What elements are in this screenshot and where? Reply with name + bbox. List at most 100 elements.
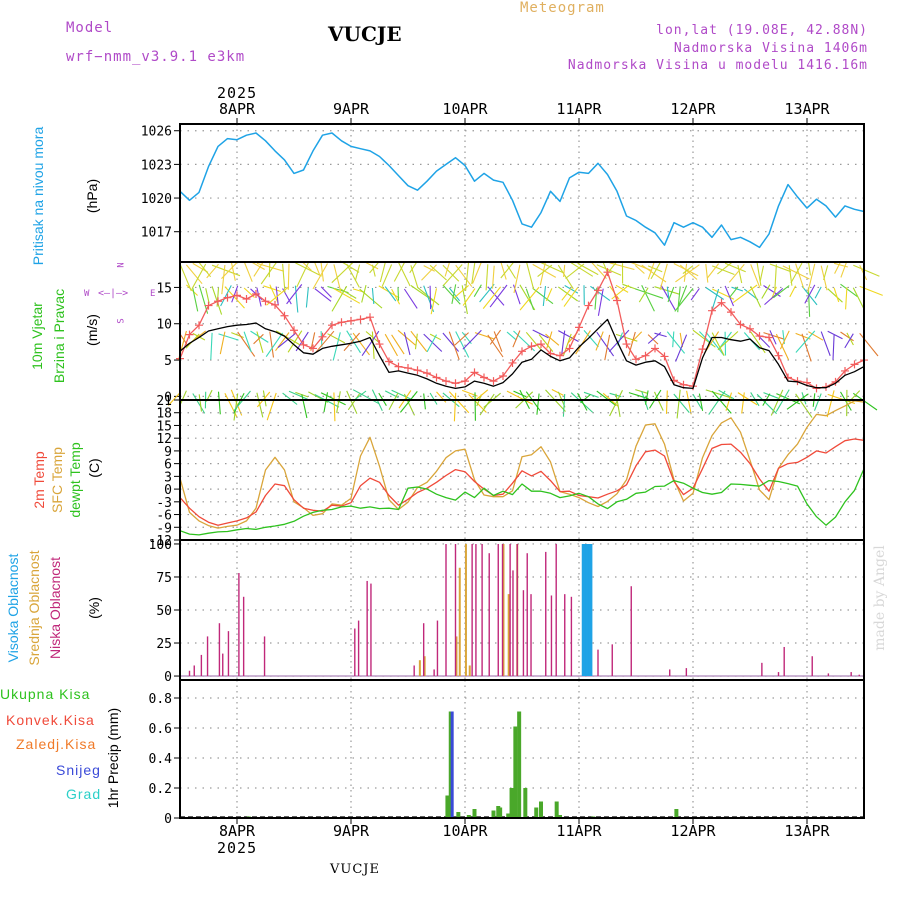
wind-arrow: [583, 391, 599, 398]
wind-arrow: [233, 393, 239, 421]
wind-arrow: [391, 334, 405, 355]
wind-arrow: [575, 330, 591, 355]
compass-west: W: [84, 289, 90, 299]
wind-arrow: [231, 285, 239, 303]
wind-arrow: [219, 331, 226, 355]
wind-arrow: [823, 265, 829, 281]
wind-arrow: [737, 392, 758, 406]
y-tick-label: 15: [156, 281, 172, 296]
wind-arrow: [834, 261, 841, 274]
precip-total-bar: [513, 726, 518, 818]
wind-arrow: [750, 264, 761, 289]
pressure-line: [179, 132, 865, 249]
wind-arrow: [500, 262, 514, 279]
y-tick-label: 1020: [141, 192, 172, 207]
wind-gust-marker: [404, 364, 412, 373]
wind-arrow: [506, 331, 517, 341]
wind-arrow: [512, 330, 521, 348]
wind-arrow: [635, 389, 648, 394]
wind-arrow: [710, 288, 720, 313]
wind-arrow: [795, 393, 813, 418]
y-tick-label: 25: [156, 637, 172, 652]
y-tick-label: 5: [164, 354, 172, 369]
wind-arrow: [277, 332, 296, 349]
wind-arrow: [287, 263, 290, 290]
wind-arrow: [332, 332, 341, 361]
wind-arrow: [538, 334, 554, 352]
wind-arrow: [442, 264, 460, 282]
wind-arrow: [354, 264, 361, 281]
precip-total-bar: [509, 788, 514, 818]
wind-arrow: [260, 262, 277, 285]
wind-arrow: [615, 284, 629, 293]
page-title: VUCJE: [328, 22, 402, 46]
wind-speed-line: [179, 318, 865, 390]
wind-gust-marker: [204, 301, 213, 310]
y-tick-label: 18: [156, 407, 172, 422]
wind-arrow: [198, 394, 203, 412]
wind-arrow: [379, 262, 386, 283]
wind-arrow: [500, 260, 507, 280]
wind-arrow: [218, 333, 239, 341]
cloud-panel-border: [179, 539, 865, 681]
wind-arrow: [683, 263, 688, 282]
wind-arrow: [676, 389, 681, 419]
wind-arrow: [359, 288, 383, 309]
model-label: Model: [66, 20, 114, 36]
wind-arrow: [813, 393, 822, 411]
wind-arrow: [333, 392, 336, 422]
wind-arrow: [482, 286, 502, 309]
wind-panel-border: [179, 261, 865, 401]
wind-arrow: [429, 285, 432, 310]
wind-arrow: [314, 288, 332, 302]
wind-arrow: [827, 288, 843, 303]
y-tick-label: 12: [156, 432, 172, 447]
wind-arrow: [840, 283, 858, 298]
wind-gust-marker: [508, 358, 517, 367]
wind-arrow: [705, 264, 709, 283]
wind-gust-marker: [470, 368, 479, 377]
wind-arrow: [814, 286, 822, 299]
year-bottom: 2025: [217, 839, 258, 857]
wind-gust-marker: [432, 373, 441, 382]
wind-arrow: [282, 263, 286, 293]
wind-arrow: [462, 329, 482, 350]
wind-arrow: [471, 261, 476, 285]
wind-arrow: [718, 331, 732, 350]
wind-arrow: [320, 286, 332, 298]
wind-arrow: [423, 285, 435, 312]
wind-arrow: [820, 331, 831, 356]
wind-arrow: [711, 390, 732, 414]
wind-arrow: [631, 331, 643, 343]
wind-arrow: [314, 262, 321, 276]
wind-arrow: [622, 283, 637, 290]
wind-gust-marker: [223, 293, 232, 302]
wind-arrow: [596, 390, 617, 406]
wind-arrow: [580, 394, 591, 404]
wind-arrow: [365, 262, 379, 270]
wind-arrow: [256, 392, 264, 418]
wind-arrow: [770, 389, 784, 416]
y-tick-label: 15: [156, 419, 172, 434]
wind-arrow: [628, 392, 649, 400]
wind-arrow: [565, 263, 585, 279]
temperature-panel-border: [179, 399, 865, 541]
wind-gust-marker: [461, 377, 469, 386]
wind-arrow: [192, 287, 199, 312]
wind-arrow: [336, 391, 341, 413]
y-tick-label: -6: [156, 509, 172, 524]
wind-arrow: [224, 286, 245, 309]
y-tick-label: 9: [164, 445, 172, 460]
wind-gust-marker: [290, 326, 298, 335]
wind-arrow: [596, 331, 615, 357]
wind-arrow: [442, 284, 461, 305]
wind-arrow: [583, 330, 599, 348]
wind-arrow: [473, 284, 482, 297]
wind-gust-marker: [765, 333, 773, 342]
wind-arrow: [779, 330, 790, 350]
y-tick-label: 0: [164, 390, 172, 405]
wind-arrow: [724, 285, 735, 307]
wind-arrow: [384, 286, 397, 302]
y-tick-label: 0: [164, 812, 172, 827]
